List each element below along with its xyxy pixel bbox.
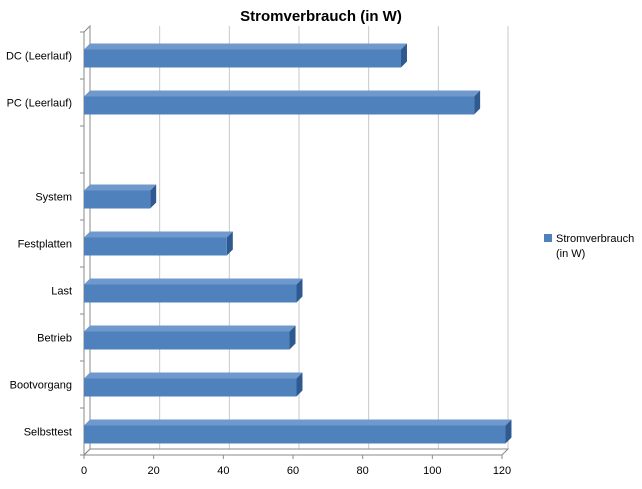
- legend-label: Stromverbrauch: [556, 233, 634, 245]
- category-label: PC (Leerlauf): [7, 98, 72, 110]
- x-tick-label: 120: [493, 465, 511, 477]
- bar-4: [84, 231, 233, 256]
- bar-front: [84, 96, 475, 115]
- category-label: Bootvorgang: [10, 380, 72, 392]
- chart-title: Stromverbrauch (in W): [240, 8, 402, 25]
- bar-side: [296, 372, 303, 397]
- x-tick-label: 40: [217, 465, 229, 477]
- bar-side: [226, 231, 233, 256]
- tick-labels: 0 20 40 60 80 100 120 DC (Leerlauf) PC (Leerlauf…: [6, 51, 511, 478]
- bar-side: [505, 419, 512, 444]
- bar-6: [84, 325, 296, 350]
- category-label: System: [35, 192, 72, 204]
- bar-0: [84, 43, 407, 68]
- bar-front: [84, 378, 297, 397]
- bar-front: [84, 284, 297, 303]
- x-tick-label: 0: [81, 465, 87, 477]
- x-tick-label: 20: [148, 465, 160, 477]
- bar-side: [400, 43, 407, 68]
- bar-side: [289, 325, 296, 350]
- bar-side: [474, 90, 481, 115]
- bars: [84, 43, 512, 444]
- bar-top: [84, 90, 481, 97]
- bar-top: [84, 278, 303, 285]
- bar-top: [84, 325, 296, 332]
- bar-front: [84, 237, 227, 256]
- bar-top: [84, 231, 233, 238]
- x-tick-label: 80: [357, 465, 369, 477]
- bar-front: [84, 331, 290, 350]
- category-label: DC (Leerlauf): [6, 51, 72, 63]
- bar-1: [84, 90, 481, 115]
- bar-top: [84, 43, 407, 50]
- legend-label: (in W): [556, 248, 585, 260]
- bar-side: [296, 278, 303, 303]
- legend-swatch: [544, 234, 552, 242]
- bar-3: [84, 184, 157, 209]
- bar-front: [84, 190, 151, 209]
- x-tick-label: 100: [423, 465, 441, 477]
- bar-5: [84, 278, 303, 303]
- bar-top: [84, 372, 303, 379]
- category-label: Selbsttest: [24, 427, 72, 439]
- category-label: Festplatten: [18, 239, 72, 251]
- category-label: Betrieb: [37, 333, 72, 345]
- floor: [82, 448, 510, 456]
- bar-top: [84, 184, 157, 191]
- bar-front: [84, 425, 506, 444]
- legend: Stromverbrauch (in W): [544, 233, 634, 260]
- bar-top: [84, 419, 512, 426]
- bar-8: [84, 419, 512, 444]
- x-tick-label: 60: [287, 465, 299, 477]
- bar-side: [150, 184, 157, 209]
- bar-7: [84, 372, 303, 397]
- category-label: Last: [51, 286, 72, 298]
- axes: [80, 24, 510, 459]
- bar-front: [84, 49, 401, 68]
